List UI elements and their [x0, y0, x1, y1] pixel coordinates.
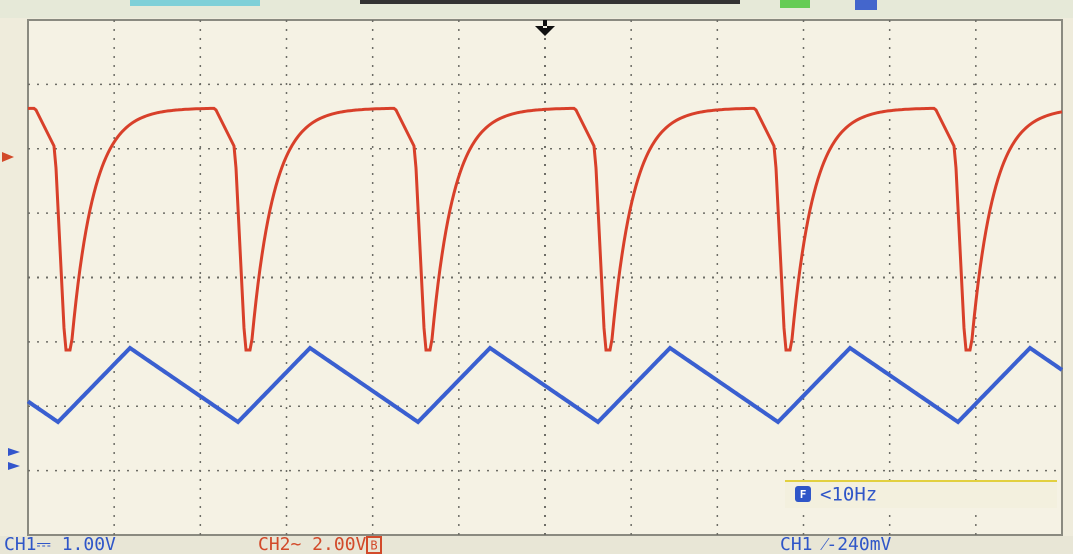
ch2-scale: CH2~ 2.00V	[258, 534, 367, 554]
ch1-waveform	[26, 345, 1064, 425]
frequency-icon-box	[795, 486, 811, 502]
graticule-frame	[27, 19, 1063, 536]
ch2-level-marker	[2, 152, 14, 162]
graticule	[28, 20, 1062, 535]
top-bar-fragment	[360, 0, 740, 4]
bandwidth-box	[366, 536, 382, 554]
top-bar-fragment	[780, 0, 810, 8]
frequency-box-background	[785, 480, 1057, 508]
frequency-text: <10Hz	[820, 484, 877, 506]
top-bar-fragment	[130, 0, 260, 6]
trigger-setting: CH1 ⁄-240mV	[780, 534, 892, 554]
ch1-scale: CH1⎓ 1.00V	[4, 534, 116, 554]
frequency-box: F <10Hz	[785, 480, 1057, 508]
ch1-level-marker	[8, 448, 20, 470]
trigger-position-marker	[535, 20, 555, 36]
ch2-bandwidth: B	[370, 539, 377, 553]
frequency-icon: F	[800, 488, 807, 501]
top-bar-fragment	[855, 0, 877, 10]
ch2-waveform	[27, 106, 1063, 352]
status-bar	[0, 536, 1073, 554]
